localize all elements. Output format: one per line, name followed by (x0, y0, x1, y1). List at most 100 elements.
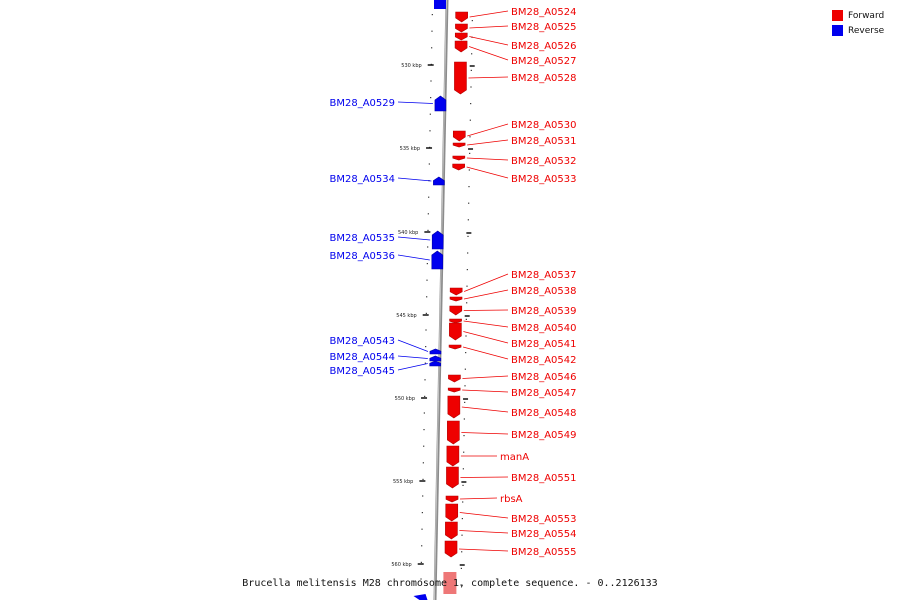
gene-label[interactable]: BM28_A0524 (511, 7, 577, 18)
gene-feature-bm28-a0539[interactable] (449, 305, 463, 316)
gene-feature-bm28-a0532[interactable] (452, 155, 466, 161)
gene-feature-bm28-a0528[interactable] (454, 61, 467, 95)
gene-feature-mana[interactable] (446, 445, 460, 467)
gene-feature-bm28-a0534[interactable] (433, 176, 445, 186)
gene-label-leader (463, 309, 509, 311)
minor-tick (425, 312, 427, 314)
gene-feature-bm28-a0546[interactable] (448, 374, 461, 383)
gene-label[interactable]: BM28_A0538 (511, 286, 577, 297)
gene-label-leader (459, 548, 509, 552)
minor-tick (424, 379, 426, 381)
gene-feature-bm28-a0543[interactable] (429, 348, 442, 355)
gene-feature-rbsa[interactable] (445, 495, 459, 503)
gene-feature-bm28-a0551[interactable] (446, 466, 459, 489)
gene-feature-bm28-a0548[interactable] (447, 395, 461, 419)
gene-feature-bm28-a0536[interactable] (431, 250, 444, 270)
gene-feature-bm28-a0527[interactable] (454, 40, 468, 53)
gene-label[interactable]: BM28_A0551 (511, 473, 577, 484)
gene-feature-bm28-a0553[interactable] (445, 503, 459, 522)
gene-label[interactable]: BM28_A0537 (511, 270, 577, 281)
gene-label[interactable]: BM28_A0529 (329, 98, 395, 109)
gene-label-leader (463, 289, 509, 300)
minor-tick (461, 534, 463, 536)
minor-tick (426, 279, 428, 281)
gene-label-leader (397, 363, 428, 371)
minor-tick (424, 362, 426, 364)
gene-label[interactable]: BM28_A0553 (511, 514, 577, 525)
gene-label[interactable]: BM28_A0535 (329, 233, 395, 244)
gene-feature-bm28-a0537[interactable] (449, 287, 463, 296)
gene-label[interactable]: rbsA (500, 494, 523, 505)
gene-label[interactable]: BM28_A0530 (511, 120, 577, 131)
gene-label[interactable]: BM28_A0540 (511, 323, 577, 334)
gene-label[interactable]: BM28_A0526 (511, 41, 577, 52)
minor-tick (431, 14, 433, 16)
gene-label-leader (397, 101, 433, 104)
minor-tick (462, 501, 464, 503)
gene-label-leader (461, 406, 509, 413)
minor-tick (423, 412, 425, 414)
minor-tick (463, 418, 465, 420)
gene-label[interactable]: BM28_A0547 (511, 388, 577, 399)
gene-feature-bm28-a0540[interactable] (449, 318, 462, 324)
gene-label[interactable]: BM28_A0549 (511, 430, 577, 441)
gene-label-leader (397, 355, 428, 359)
minor-tick (470, 69, 472, 71)
gene-label[interactable]: manA (500, 452, 529, 463)
map-caption: Brucella melitensis M28 chromosome 1, co… (242, 578, 658, 589)
gene-label[interactable]: BM28_A0544 (329, 352, 395, 363)
minor-tick (464, 368, 466, 370)
chromosome-backbone-highlight (434, 0, 447, 600)
minor-tick (426, 296, 428, 298)
gene-label[interactable]: BM28_A0533 (511, 174, 577, 185)
minor-tick (427, 246, 429, 248)
gene-label[interactable]: BM28_A0534 (329, 174, 395, 185)
gene-feature-bm28-a0544[interactable] (429, 355, 442, 362)
gene-labels-layer: BM28_A0524 BM28_A0525 BM28_A0526 BM28_A0527… (329, 7, 576, 558)
gene-label-leader (463, 331, 509, 344)
gene-label[interactable]: BM28_A0527 (511, 56, 577, 67)
scale-tick-label: 530 kbp (401, 63, 421, 69)
scale-tick-label: 555 kbp (393, 479, 413, 485)
gene-feature-bm28-a0529[interactable] (434, 95, 447, 112)
gene-feature-bm28-a0538[interactable] (449, 296, 463, 302)
minor-tick (462, 484, 464, 486)
gene-feature-bm28-a0535[interactable] (431, 230, 444, 250)
gene-feature-bm28-a0554[interactable] (445, 521, 458, 540)
gene-feature-bm28-a0530[interactable] (452, 130, 466, 142)
gene-label[interactable]: BM28_A0531 (511, 136, 577, 147)
gene-label[interactable]: BM28_A0542 (511, 355, 577, 366)
gene-label[interactable]: BM28_A0541 (511, 339, 577, 350)
gene-feature-bm28-a0555[interactable] (444, 540, 458, 558)
gene-feature-bm28-a0533[interactable] (452, 163, 465, 171)
gene-label[interactable]: BM28_A0539 (511, 306, 577, 317)
minor-tick (471, 53, 473, 55)
scale-tick-label: 545 kbp (396, 313, 416, 319)
gene-label[interactable]: BM28_A0555 (511, 547, 577, 558)
partial-gene-feature (443, 572, 457, 594)
minor-tick (425, 346, 427, 348)
gene-feature-bm28-a0524[interactable] (455, 11, 468, 23)
gene-label[interactable]: BM28_A0554 (511, 529, 577, 540)
gene-label-leader (467, 123, 509, 137)
gene-label[interactable]: BM28_A0528 (511, 73, 577, 84)
legend-label-reverse: Reverse (848, 25, 885, 36)
gene-label-leader (459, 512, 509, 519)
gene-feature-bm28-a0549[interactable] (447, 420, 460, 445)
gene-label[interactable]: BM28_A0532 (511, 156, 577, 167)
gene-label[interactable]: BM28_A0543 (329, 336, 395, 347)
gene-feature-bm28-a0541[interactable] (449, 322, 462, 341)
gene-label[interactable]: BM28_A0536 (329, 251, 395, 262)
gene-feature-bm28-a0526[interactable] (454, 32, 468, 41)
gene-label[interactable]: BM28_A0545 (329, 366, 395, 377)
gene-feature-bm28-a0542[interactable] (448, 344, 462, 350)
gene-label[interactable]: BM28_A0548 (511, 408, 577, 419)
gene-label[interactable]: BM28_A0525 (511, 22, 577, 33)
gene-feature-bm28-a0525[interactable] (455, 23, 468, 33)
gene-feature-bm28-a0531[interactable] (452, 142, 466, 148)
gene-label[interactable]: BM28_A0546 (511, 372, 577, 383)
gene-feature-bm28-a0547[interactable] (447, 387, 461, 393)
minor-tick (466, 285, 468, 287)
gene-label-leader (461, 432, 509, 435)
gene-feature-bm28-a0545[interactable] (429, 360, 442, 367)
